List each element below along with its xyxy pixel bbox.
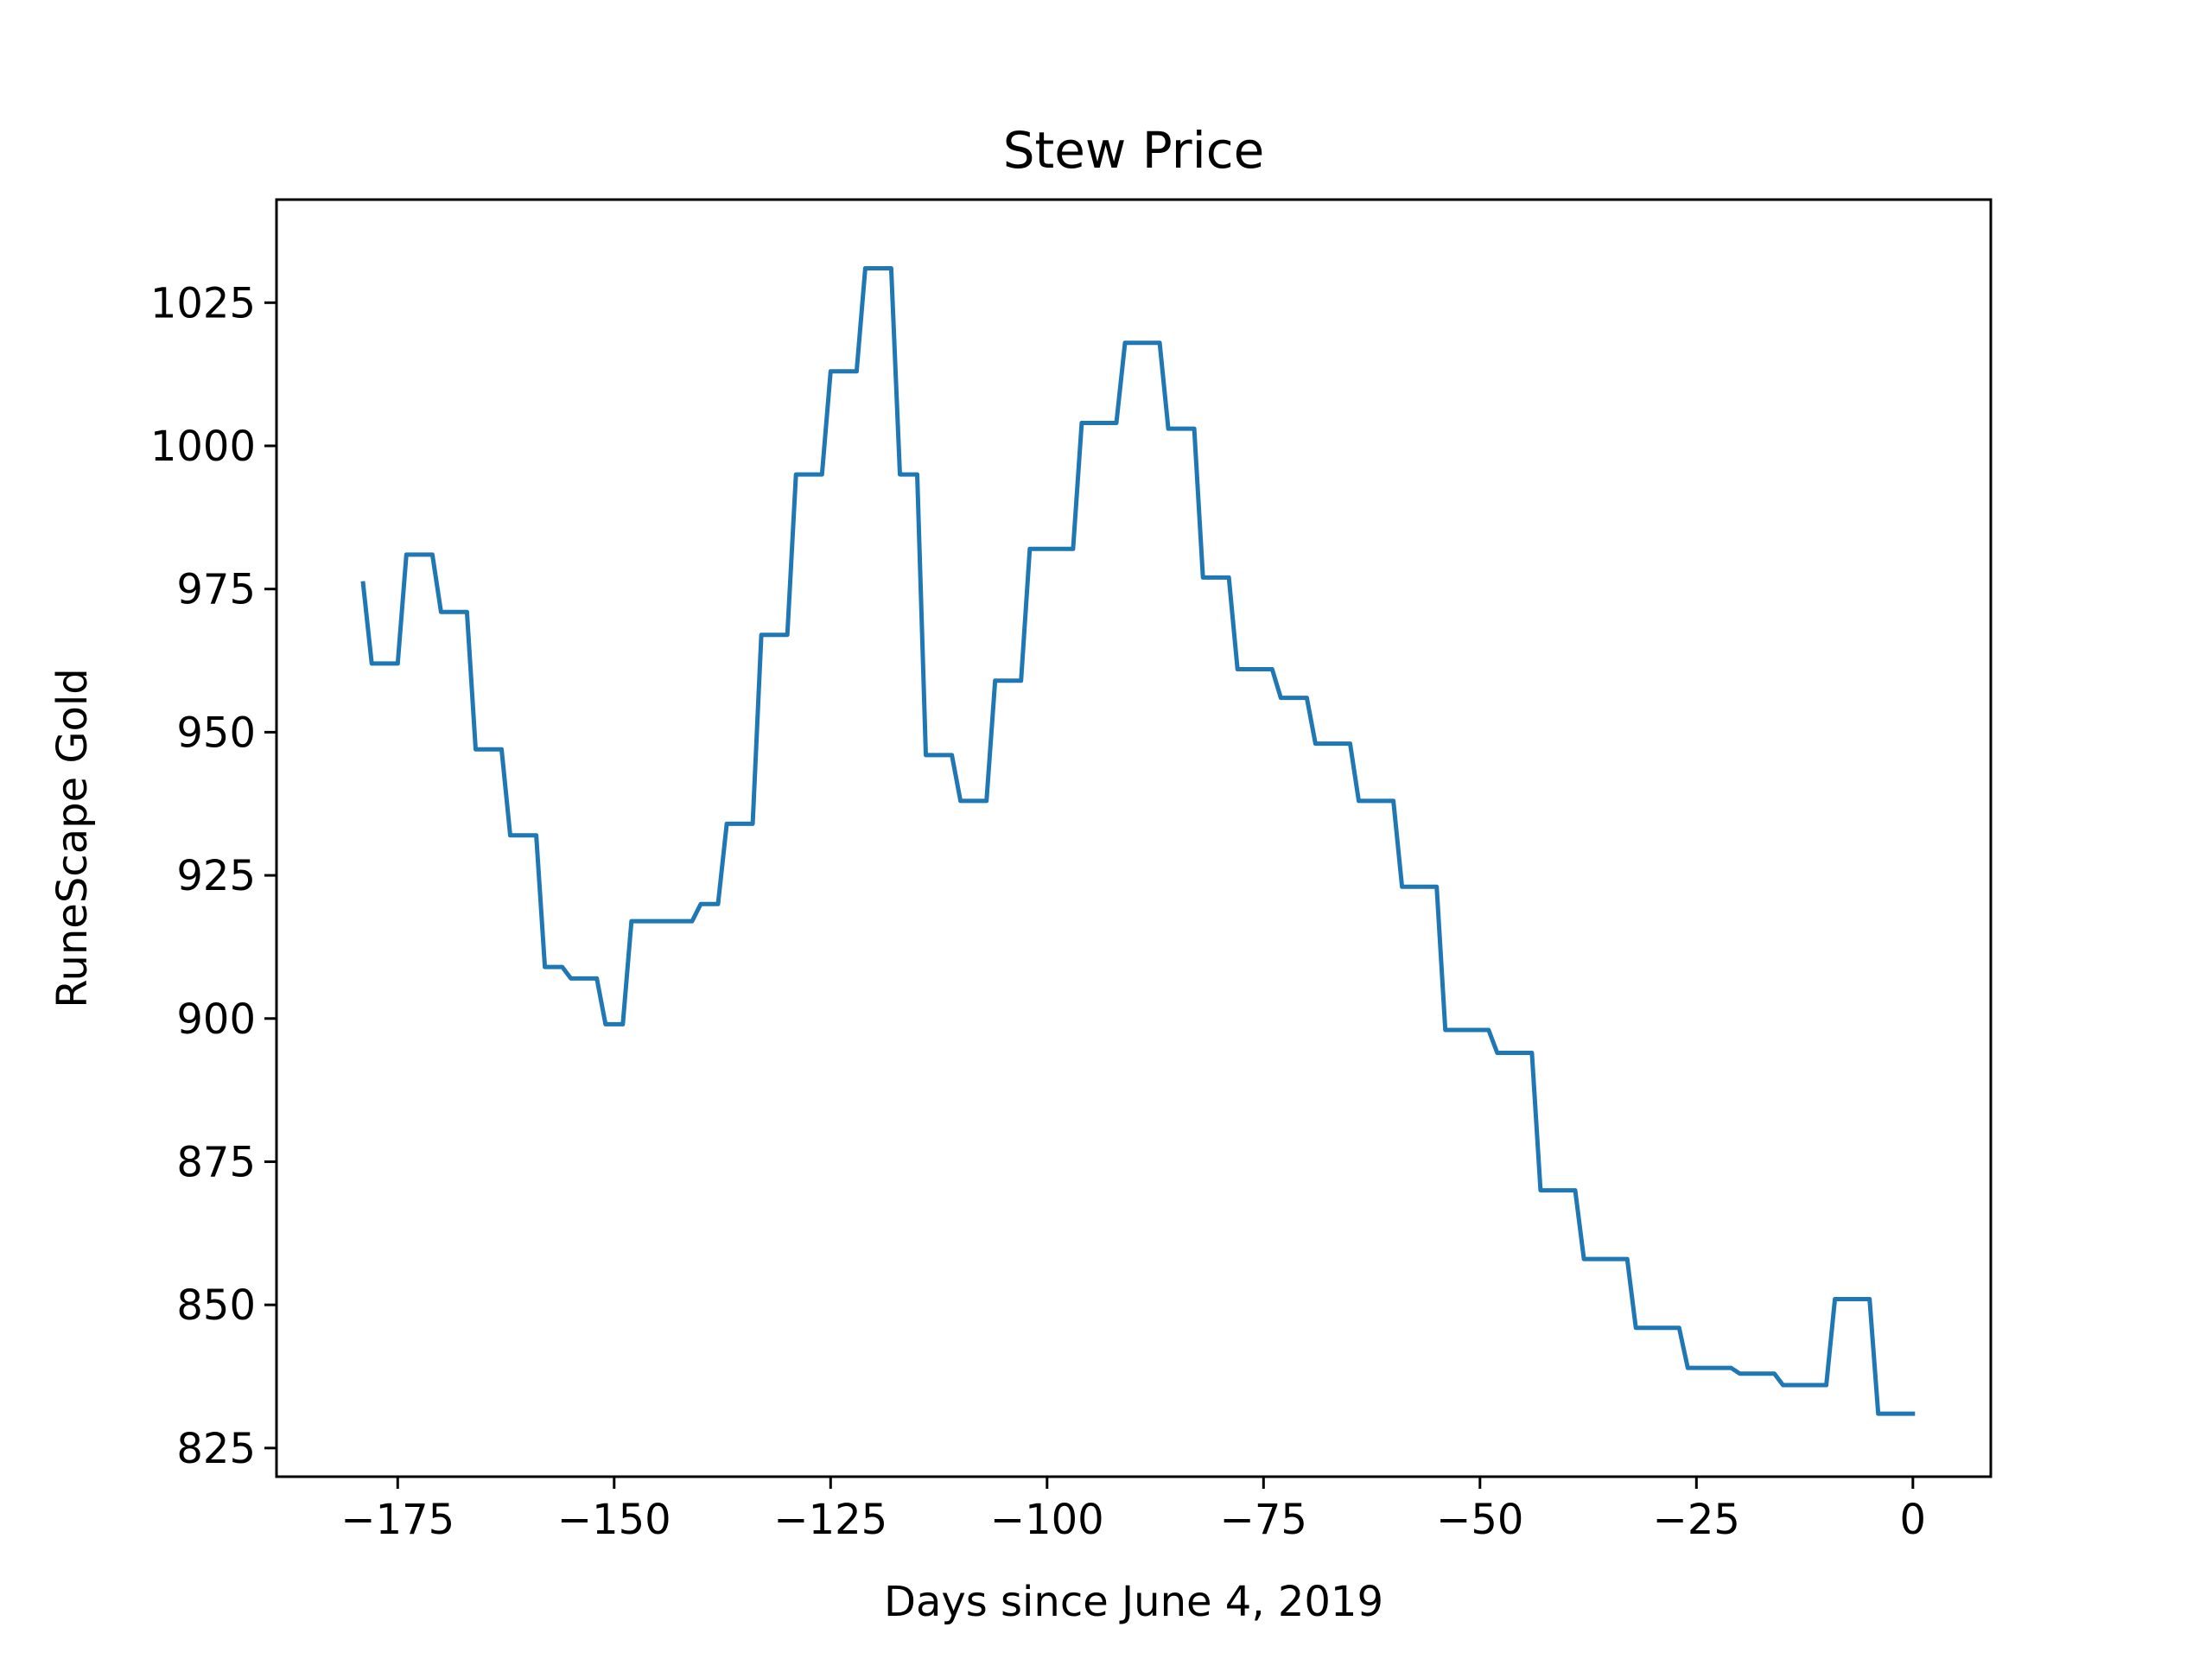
x-tick-label: −100 — [990, 1496, 1104, 1544]
x-tick-label: −75 — [1220, 1496, 1307, 1544]
series-layer — [360, 266, 1916, 1416]
series-line-0 — [360, 266, 1916, 1416]
y-tick-label: 1000 — [150, 423, 256, 471]
axes-frame — [275, 198, 1993, 1478]
x-tick-label: −50 — [1436, 1496, 1523, 1544]
y-tick-label: 950 — [176, 709, 256, 757]
y-tick-label: 925 — [176, 852, 256, 900]
plot-area — [276, 200, 1991, 1477]
y-axis-ticks: 825 850 875 900 925 950 975 1000 1025 — [150, 279, 276, 1473]
y-tick-label: 825 — [176, 1425, 256, 1473]
y-tick-label: 850 — [176, 1281, 256, 1330]
y-tick-label: 975 — [176, 566, 256, 614]
y-tick-label: 900 — [176, 995, 256, 1044]
x-tick-label: 0 — [1900, 1496, 1927, 1544]
x-tick-label: −175 — [340, 1496, 454, 1544]
x-tick-label: −150 — [557, 1496, 671, 1544]
x-tick-label: −125 — [773, 1496, 887, 1544]
y-tick-label: 875 — [176, 1138, 256, 1186]
x-axis-ticks: −175 −150 −125 −100 −75 −50 −25 0 — [340, 1477, 1926, 1544]
y-tick-label: 1025 — [150, 279, 256, 327]
chart-title: Stew Price — [1003, 121, 1265, 180]
y-axis-label: RuneScape Gold — [48, 668, 97, 1007]
x-tick-label: −25 — [1653, 1496, 1740, 1544]
x-axis-label: Days since June 4, 2019 — [884, 1578, 1383, 1626]
